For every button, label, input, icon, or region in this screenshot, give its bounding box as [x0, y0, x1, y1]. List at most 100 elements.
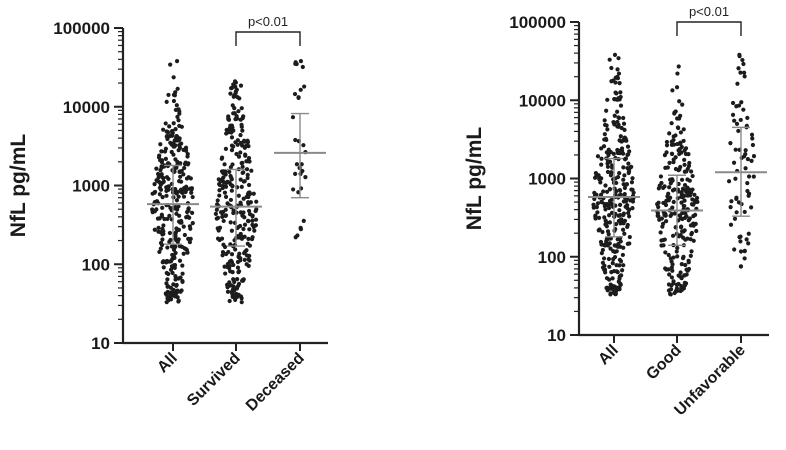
data-point — [232, 93, 237, 98]
data-point — [664, 139, 670, 145]
data-point — [183, 148, 189, 153]
data-point — [604, 123, 609, 128]
data-point — [604, 224, 609, 229]
data-point — [164, 193, 169, 198]
data-point — [173, 277, 178, 282]
data-point — [220, 249, 226, 255]
data-point — [676, 148, 681, 153]
data-point — [159, 214, 165, 219]
data-point — [609, 163, 615, 168]
data-point — [609, 210, 615, 215]
data-point — [606, 256, 612, 262]
data-point — [600, 229, 605, 235]
data-point — [293, 171, 298, 176]
data-point — [161, 223, 166, 228]
data-point — [667, 291, 673, 297]
data-point — [614, 263, 619, 268]
data-point — [678, 233, 683, 238]
data-point — [677, 99, 682, 104]
data-point — [164, 129, 169, 134]
data-point — [250, 222, 255, 227]
data-point — [630, 205, 635, 211]
data-point — [745, 180, 750, 186]
data-point — [291, 187, 296, 192]
data-point — [615, 75, 621, 81]
data-point — [678, 130, 683, 135]
data-point — [746, 174, 752, 179]
data-point — [238, 150, 243, 155]
data-point — [301, 143, 306, 148]
data-point — [734, 104, 739, 109]
data-point — [600, 247, 605, 253]
data-point — [670, 233, 676, 238]
data-point — [618, 202, 623, 207]
data-point — [682, 169, 687, 174]
data-point — [242, 222, 248, 227]
data-point — [179, 288, 184, 293]
data-point — [240, 278, 245, 283]
data-point — [594, 205, 599, 210]
data-point — [159, 242, 165, 248]
data-point — [673, 155, 678, 160]
data-point — [152, 227, 157, 232]
data-point — [169, 290, 174, 295]
data-point — [177, 258, 183, 263]
data-point — [625, 144, 631, 149]
data-point — [686, 266, 692, 272]
series-all — [150, 58, 195, 305]
data-point — [606, 232, 611, 237]
data-point — [229, 228, 234, 233]
data-point — [175, 189, 180, 194]
data-point — [664, 198, 669, 203]
data-point — [683, 151, 689, 157]
data-point — [610, 261, 615, 266]
data-point — [239, 122, 244, 127]
data-point — [173, 230, 179, 235]
x-tick-label: Deceased — [243, 350, 308, 415]
data-point — [177, 111, 182, 116]
data-point — [690, 197, 695, 202]
data-point — [158, 246, 163, 251]
data-point — [606, 213, 612, 218]
data-point — [173, 127, 178, 132]
data-point — [231, 277, 236, 282]
data-point — [675, 125, 681, 130]
data-point — [668, 181, 673, 186]
data-point — [164, 175, 170, 180]
data-point — [616, 56, 621, 61]
data-point — [730, 112, 736, 117]
data-point — [221, 242, 226, 247]
data-point — [676, 116, 682, 121]
data-point — [745, 157, 751, 162]
data-point — [618, 90, 623, 95]
data-point — [238, 83, 244, 88]
data-point — [742, 70, 747, 75]
data-point — [605, 97, 610, 102]
y-tick-label: 10 — [547, 326, 566, 345]
data-point — [751, 174, 756, 179]
data-point — [671, 160, 676, 165]
data-point — [238, 177, 243, 182]
data-point — [242, 138, 247, 143]
data-point — [687, 187, 692, 192]
data-point — [741, 107, 746, 112]
data-point — [161, 265, 166, 270]
data-point — [615, 147, 620, 153]
data-point — [624, 182, 630, 187]
data-point — [603, 207, 608, 212]
data-point — [215, 198, 220, 203]
data-point — [180, 278, 185, 284]
data-point — [731, 160, 737, 165]
data-point — [746, 193, 751, 198]
data-point — [608, 149, 613, 155]
data-point — [227, 298, 232, 304]
data-point — [175, 86, 180, 91]
data-point — [630, 176, 635, 181]
data-point — [734, 196, 739, 202]
data-point — [619, 139, 624, 144]
data-point — [215, 236, 221, 241]
data-point — [675, 141, 680, 147]
data-point — [235, 234, 241, 239]
data-point — [185, 162, 190, 167]
data-point — [229, 177, 234, 182]
